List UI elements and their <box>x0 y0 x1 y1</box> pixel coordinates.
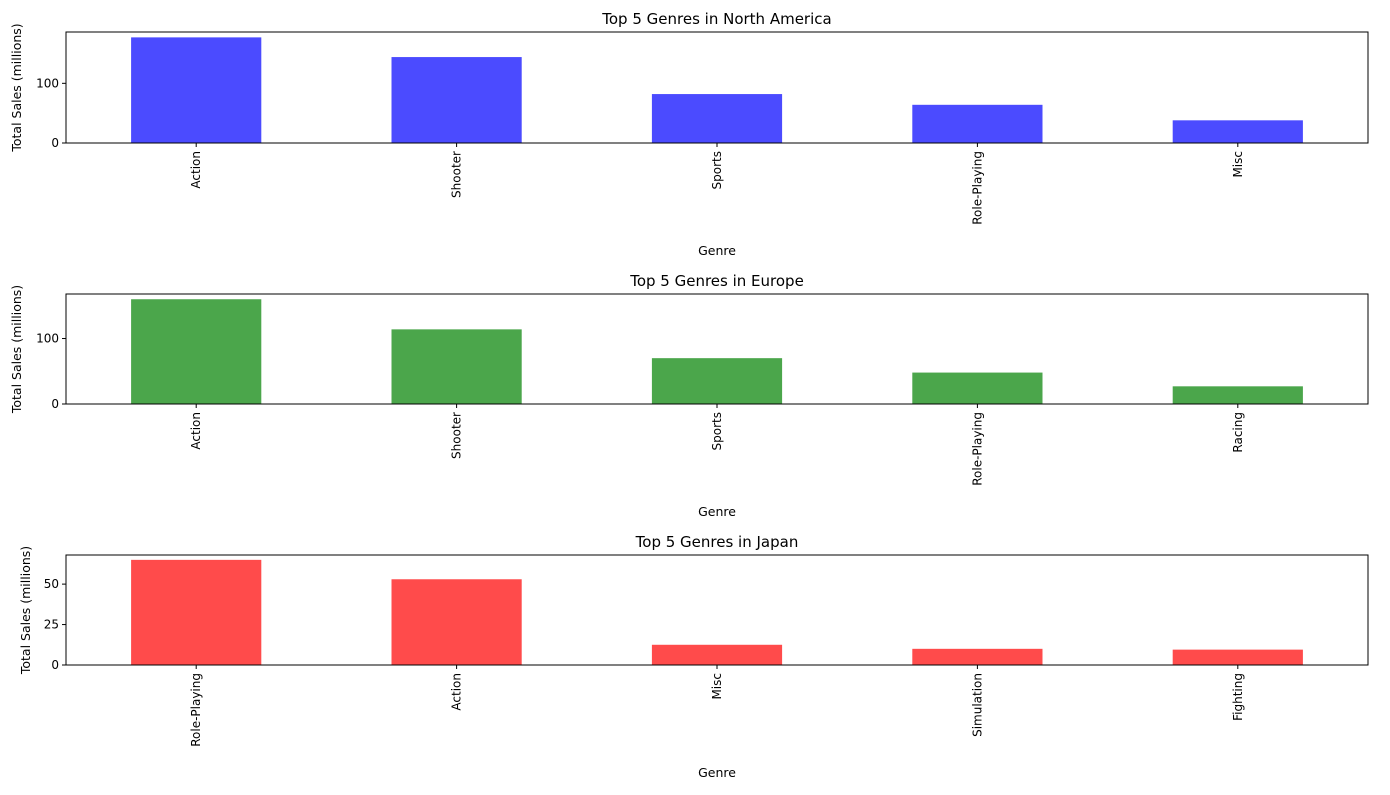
bar <box>391 329 522 404</box>
chart-title: Top 5 Genres in North America <box>601 10 831 28</box>
bar <box>912 104 1043 143</box>
bar <box>1172 649 1303 665</box>
x-tick-label: Simulation <box>970 673 984 737</box>
x-tick-label: Action <box>189 151 203 189</box>
bar <box>651 358 783 404</box>
bar <box>651 94 783 143</box>
y-tick-label: 25 <box>44 618 59 632</box>
x-tick-label: Action <box>450 673 464 711</box>
x-tick-label: Misc <box>710 673 724 700</box>
bar <box>391 579 522 665</box>
x-tick-label: Action <box>189 412 203 450</box>
x-axis-label: Genre <box>698 765 736 780</box>
y-tick-label: 0 <box>51 397 59 411</box>
x-tick-label: Role-Playing <box>970 412 984 486</box>
x-tick-label: Fighting <box>1231 673 1245 721</box>
bar <box>1172 386 1303 404</box>
x-axis-label: Genre <box>698 504 736 519</box>
bar <box>131 559 262 665</box>
chart-title: Top 5 Genres in Europe <box>629 272 804 290</box>
y-axis-label: Total Sales (millions) <box>9 23 24 152</box>
chart-panel-europe: Top 5 Genres in Europe Total Sales (mill… <box>9 272 1369 519</box>
x-tick-label: Sports <box>710 151 724 189</box>
x-tick-label: Shooter <box>450 412 464 459</box>
x-tick-label: Misc <box>1231 151 1245 178</box>
y-tick-label: 100 <box>36 76 59 90</box>
x-tick-label: Racing <box>1231 412 1245 453</box>
y-tick-label: 0 <box>51 136 59 150</box>
y-axis-label: Total Sales (millions) <box>18 546 33 675</box>
chart-title: Top 5 Genres in Japan <box>635 533 799 551</box>
chart-panel-japan: Top 5 Genres in Japan Total Sales (milli… <box>18 533 1369 780</box>
bar <box>131 37 262 143</box>
bar <box>912 372 1043 404</box>
y-tick-label: 100 <box>36 332 59 346</box>
x-axis-label: Genre <box>698 243 736 258</box>
x-tick-label: Role-Playing <box>189 673 203 747</box>
bar <box>131 299 262 404</box>
bar <box>912 648 1043 665</box>
x-tick-label: Role-Playing <box>970 151 984 225</box>
x-tick-label: Sports <box>710 412 724 450</box>
y-tick-label: 0 <box>51 658 59 672</box>
x-tick-label: Shooter <box>450 151 464 198</box>
bar <box>391 57 522 144</box>
y-tick-label: 50 <box>44 577 59 591</box>
bar <box>1172 120 1303 143</box>
y-axis-label: Total Sales (millions) <box>9 285 24 414</box>
chart-panel-north-america: Top 5 Genres in North America Total Sale… <box>9 10 1369 258</box>
bar <box>651 644 783 665</box>
